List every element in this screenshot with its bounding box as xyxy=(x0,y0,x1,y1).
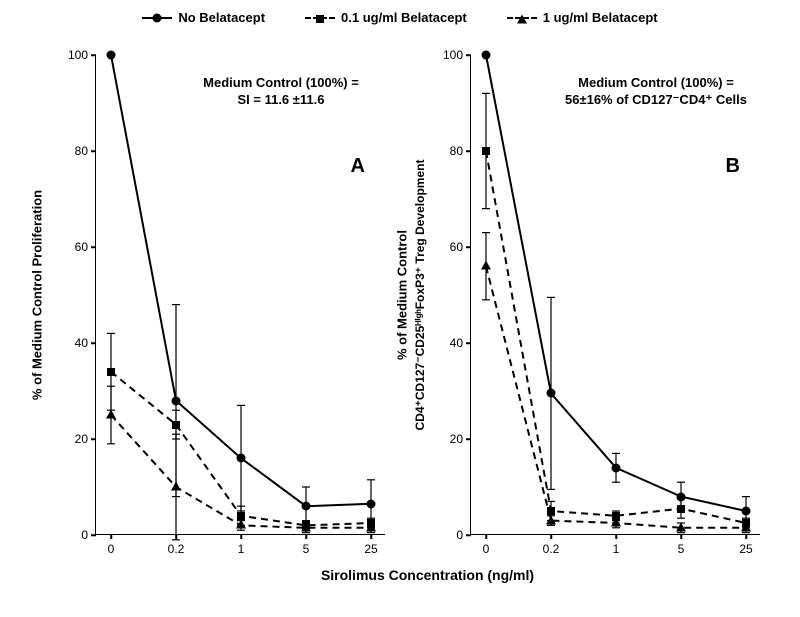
triangle-icon xyxy=(171,482,181,491)
triangle-icon xyxy=(366,522,376,531)
square-icon xyxy=(547,507,555,515)
triangle-icon xyxy=(301,522,311,531)
triangle-icon xyxy=(517,14,527,23)
circle-icon xyxy=(367,499,376,508)
square-icon xyxy=(677,505,685,513)
panel-a-ylabel: % of Medium Control Proliferation xyxy=(30,190,45,400)
circle-icon xyxy=(547,389,556,398)
legend-item: 1 ug/ml Belatacept xyxy=(507,10,658,25)
square-icon xyxy=(316,15,324,23)
circle-icon xyxy=(742,507,751,516)
legend-label: 1 ug/ml Belatacept xyxy=(543,10,658,25)
legend-item: No Belatacept xyxy=(142,10,265,25)
square-icon xyxy=(482,147,490,155)
legend-item: 0.1 ug/ml Belatacept xyxy=(305,10,467,25)
triangle-icon xyxy=(106,410,116,419)
triangle-icon xyxy=(481,261,491,270)
square-icon xyxy=(107,368,115,376)
legend-line-solid xyxy=(142,17,172,19)
circle-icon xyxy=(677,492,686,501)
square-icon xyxy=(172,421,180,429)
series-lines xyxy=(471,55,760,534)
panel-b-ylabel-2: CD4⁺CD127⁻CD25ᴴⁱᵍʰFoxP3⁺ Treg Developmen… xyxy=(413,160,427,431)
legend-label: No Belatacept xyxy=(178,10,265,25)
panel-a-plot: 02040608010000.21525Medium Control (100%… xyxy=(95,55,385,535)
circle-icon xyxy=(172,396,181,405)
panel-label: B xyxy=(726,155,740,178)
x-axis-label: Sirolimus Concentration (ng/ml) xyxy=(321,567,534,583)
triangle-icon xyxy=(741,522,751,531)
circle-icon xyxy=(107,51,116,60)
panel-b-plot: 02040608010000.21525Medium Control (100%… xyxy=(470,55,760,535)
triangle-icon xyxy=(676,522,686,531)
triangle-icon xyxy=(236,520,246,529)
triangle-icon xyxy=(546,515,556,524)
legend-line-dashed xyxy=(507,17,537,19)
panel-annotation: Medium Control (100%) =SI = 11.6 ±11.6 xyxy=(176,75,386,109)
circle-icon xyxy=(153,13,162,22)
legend: No Belatacept 0.1 ug/ml Belatacept 1 ug/… xyxy=(0,10,800,25)
legend-line-dashed xyxy=(305,17,335,19)
circle-icon xyxy=(302,502,311,511)
panel-label: A xyxy=(351,155,365,178)
circle-icon xyxy=(612,463,621,472)
circle-icon xyxy=(482,51,491,60)
circle-icon xyxy=(237,454,246,463)
panel-annotation: Medium Control (100%) =56±16% of CD127⁻C… xyxy=(551,75,761,109)
panel-b-ylabel-1: % of Medium Control xyxy=(395,230,410,360)
square-icon xyxy=(237,512,245,520)
chart-container: No Belatacept 0.1 ug/ml Belatacept 1 ug/… xyxy=(0,0,800,617)
triangle-icon xyxy=(611,518,621,527)
legend-label: 0.1 ug/ml Belatacept xyxy=(341,10,467,25)
